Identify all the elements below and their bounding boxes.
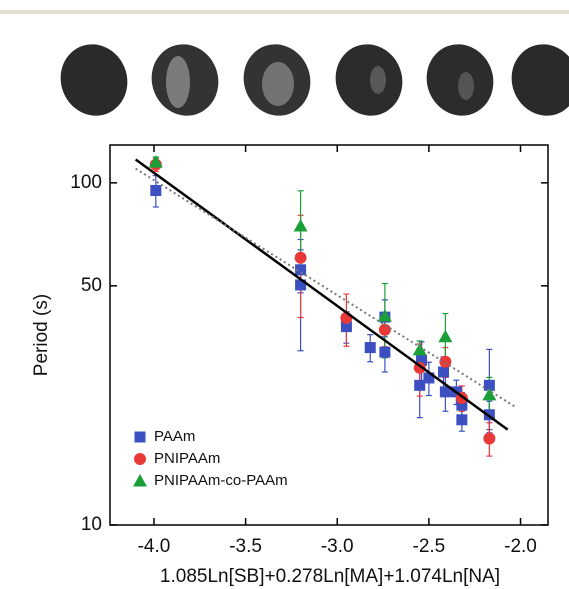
fit-line <box>135 167 518 409</box>
marker <box>423 372 435 384</box>
marker <box>295 279 307 291</box>
y-tick-label: 50 <box>81 275 102 296</box>
marker <box>483 409 495 421</box>
marker <box>439 355 452 368</box>
y-axis-label: Period (s) <box>31 294 52 376</box>
legend-label: PNIPAAm <box>154 450 220 467</box>
marker <box>150 184 162 196</box>
marker <box>416 354 428 366</box>
legend-marker <box>134 453 146 465</box>
legend-label: PAAm <box>154 428 195 445</box>
y-tick-label: 100 <box>70 172 102 193</box>
y-tick-label: 10 <box>81 514 102 535</box>
marker <box>438 329 453 343</box>
marker <box>364 342 376 354</box>
top-rule <box>0 10 569 14</box>
plot-area <box>134 155 518 457</box>
marker <box>438 366 450 378</box>
marker <box>340 321 352 333</box>
plot-frame <box>109 144 549 526</box>
x-tick-label: -4.0 <box>138 536 171 557</box>
marker <box>377 309 392 322</box>
marker <box>456 414 468 426</box>
x-axis-label: 1.085Ln[SB]+0.278Ln[MA]+1.074Ln[NA] <box>160 566 500 587</box>
legend-marker <box>134 431 146 443</box>
legend-marker <box>133 474 147 487</box>
marker <box>379 346 391 358</box>
marker <box>293 218 308 232</box>
x-tick-label: -2.5 <box>413 536 446 557</box>
marker <box>412 342 427 356</box>
marker <box>295 264 307 276</box>
fit-line <box>134 158 509 431</box>
legend-label: PNIPAAm-co-PAAm <box>154 472 288 489</box>
marker <box>439 386 451 398</box>
gel-images <box>60 44 569 116</box>
x-tick-label: -3.0 <box>321 536 354 557</box>
marker <box>148 155 163 168</box>
marker <box>483 432 496 445</box>
marker <box>378 323 391 336</box>
x-tick-label: -3.5 <box>229 536 262 557</box>
marker <box>414 379 426 391</box>
x-tick-label: -2.0 <box>504 536 537 557</box>
marker <box>456 399 468 411</box>
marker <box>482 387 497 401</box>
marker <box>294 251 307 264</box>
marker <box>483 379 495 391</box>
